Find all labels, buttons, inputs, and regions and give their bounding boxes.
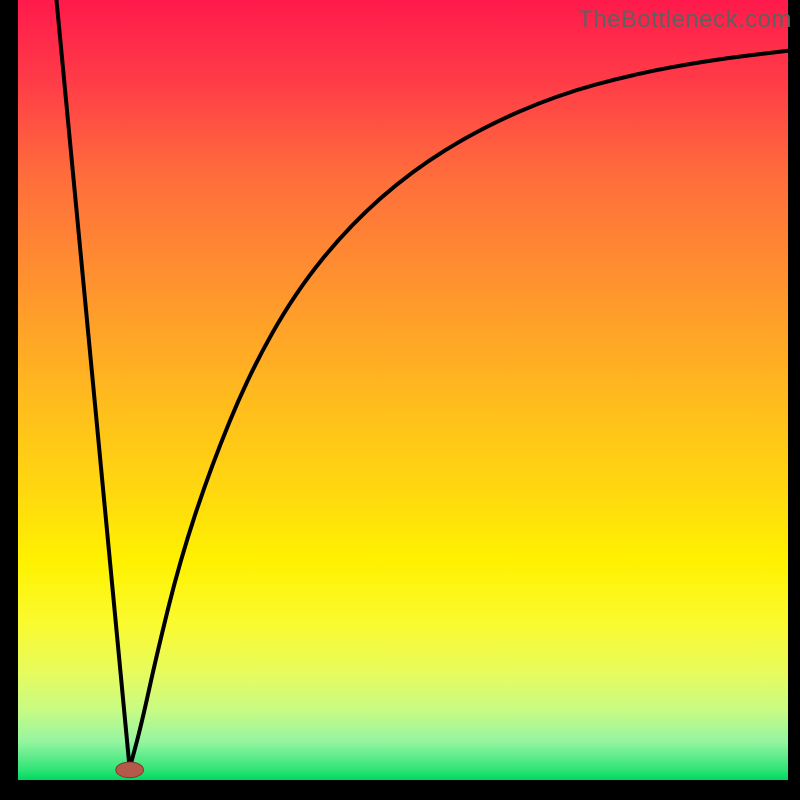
minimum-marker bbox=[18, 0, 788, 780]
watermark-text: TheBottleneck.com bbox=[578, 6, 792, 34]
plot-area bbox=[18, 0, 788, 780]
chart-frame: TheBottleneck.com bbox=[0, 0, 800, 800]
